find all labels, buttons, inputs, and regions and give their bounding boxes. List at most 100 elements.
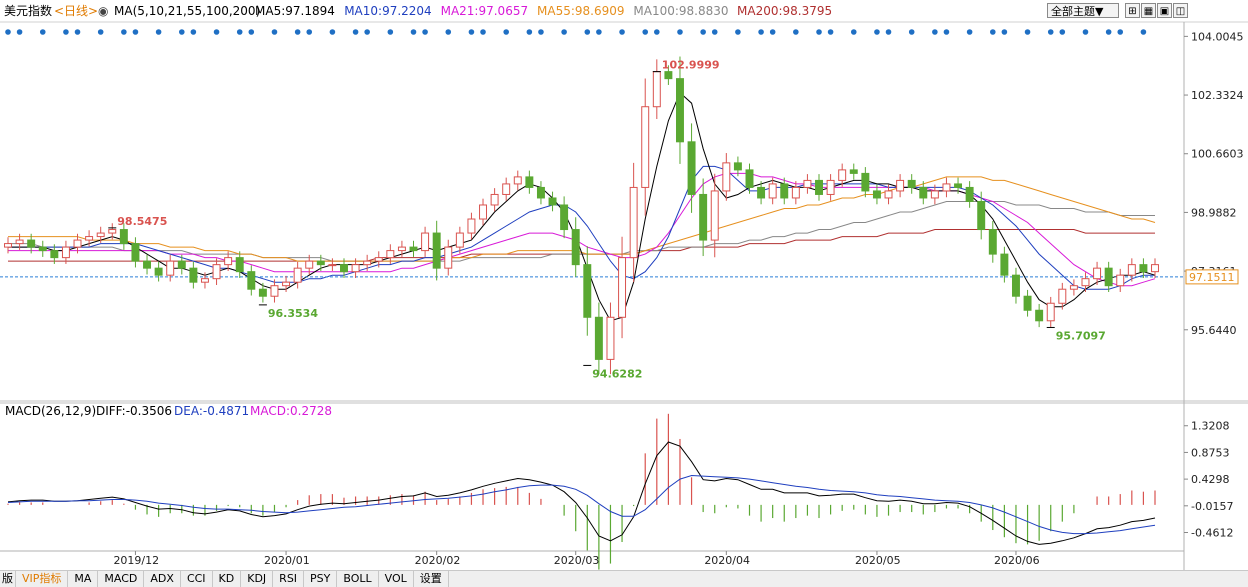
candle bbox=[200, 272, 209, 289]
tab-ma[interactable]: MA bbox=[68, 571, 99, 587]
tab-cci[interactable]: CCI bbox=[181, 571, 213, 587]
candle bbox=[722, 153, 731, 201]
candle-body bbox=[571, 229, 580, 266]
event-dot bbox=[1059, 29, 1066, 35]
event-dot bbox=[121, 29, 127, 35]
tab-adx[interactable]: ADX bbox=[144, 571, 181, 587]
candle-body bbox=[745, 169, 754, 188]
box-plus-icon[interactable]: ⊞ bbox=[1125, 3, 1140, 18]
candle-body bbox=[1104, 267, 1113, 287]
eye-icon[interactable]: ◉ bbox=[98, 4, 108, 18]
ma-legend: MA5:97.1894 MA10:97.2204 MA21:97.0657 MA55:… bbox=[255, 4, 832, 18]
layers-icon[interactable]: ◫ bbox=[1173, 3, 1188, 18]
candle bbox=[1023, 289, 1032, 317]
event-dots bbox=[5, 29, 1147, 35]
macd-diff-label: DIFF:-0.3506 bbox=[96, 404, 172, 418]
candle-body bbox=[629, 186, 638, 259]
candle bbox=[1139, 258, 1148, 278]
event-dot bbox=[387, 29, 394, 35]
candle-body bbox=[965, 186, 974, 202]
candle bbox=[212, 258, 221, 285]
ma5-line bbox=[8, 91, 1156, 322]
tab-psy[interactable]: PSY bbox=[304, 571, 338, 587]
candle bbox=[826, 174, 835, 201]
candle bbox=[154, 261, 163, 282]
event-dot bbox=[1024, 29, 1031, 35]
event-dot bbox=[97, 29, 104, 35]
event-dot bbox=[445, 29, 452, 35]
candle-body bbox=[536, 186, 545, 199]
candle bbox=[676, 56, 684, 164]
tab-kd[interactable]: KD bbox=[213, 571, 242, 587]
tab-macd[interactable]: MACD bbox=[98, 571, 145, 587]
candle-body bbox=[27, 239, 36, 248]
event-dot bbox=[63, 29, 69, 35]
candle bbox=[988, 220, 997, 263]
candle bbox=[73, 233, 82, 254]
candle-body bbox=[1058, 288, 1067, 304]
grid-icon[interactable]: ▦ bbox=[1141, 3, 1156, 18]
candle bbox=[119, 223, 128, 250]
candle bbox=[930, 184, 939, 205]
event-dot bbox=[619, 29, 625, 35]
tab-vip-indicators[interactable]: VIP指标 bbox=[16, 571, 69, 587]
tab-boll[interactable]: BOLL bbox=[337, 571, 379, 587]
theme-dropdown-button[interactable]: 全部主题▼ bbox=[1047, 3, 1119, 18]
event-dot bbox=[74, 29, 81, 35]
event-dot bbox=[422, 29, 428, 35]
period-label[interactable]: <日线> bbox=[54, 4, 98, 18]
candle bbox=[189, 261, 198, 289]
tab-settings[interactable]: 设置 bbox=[414, 571, 449, 587]
tab-kdj[interactable]: KDJ bbox=[241, 571, 274, 587]
candle bbox=[1104, 261, 1113, 293]
candle bbox=[861, 167, 870, 198]
candle bbox=[560, 196, 569, 239]
event-dot bbox=[538, 29, 544, 35]
candle-body bbox=[479, 204, 487, 220]
candle-body bbox=[583, 264, 592, 318]
event-dot bbox=[908, 29, 915, 35]
event-dot bbox=[654, 29, 660, 35]
candle-body bbox=[305, 260, 314, 269]
candle bbox=[525, 170, 534, 194]
candle-body bbox=[386, 250, 395, 259]
candle-body bbox=[1023, 295, 1032, 311]
ma-legend-item-1: MA10:97.2204 bbox=[344, 4, 432, 18]
window-icon[interactable]: ▣ bbox=[1157, 3, 1172, 18]
candle bbox=[872, 184, 881, 205]
candle-body bbox=[618, 257, 627, 318]
candle bbox=[664, 65, 673, 85]
candle bbox=[907, 174, 916, 194]
candle bbox=[884, 184, 893, 205]
candle-body bbox=[38, 246, 47, 252]
candle-body bbox=[1046, 302, 1055, 322]
price-annotations: 102.9999 98.5475 96.3534 94.6282 95.7097 bbox=[108, 59, 1106, 380]
price-tick-label-2: 100.6603 bbox=[1191, 148, 1244, 161]
candle bbox=[455, 226, 464, 254]
candle bbox=[896, 174, 905, 198]
candle-body bbox=[131, 243, 140, 262]
candle bbox=[699, 178, 708, 257]
candle bbox=[1035, 303, 1044, 328]
candle-body bbox=[710, 190, 719, 241]
candle-body bbox=[235, 257, 244, 273]
candle-body bbox=[803, 179, 812, 188]
event-dot bbox=[236, 29, 243, 35]
candle bbox=[328, 258, 337, 271]
candle-body bbox=[73, 239, 82, 248]
event-dot bbox=[816, 29, 822, 35]
event-dot bbox=[155, 29, 162, 35]
tab-vol[interactable]: VOL bbox=[379, 571, 414, 587]
candle-body bbox=[884, 190, 893, 199]
current-price-box bbox=[1185, 269, 1239, 285]
candle-body bbox=[444, 246, 453, 269]
candle-body bbox=[780, 183, 789, 199]
event-dot bbox=[410, 29, 417, 35]
candle-body bbox=[606, 316, 615, 360]
tab-edge[interactable]: 版 bbox=[0, 571, 16, 587]
event-dot bbox=[248, 29, 255, 35]
event-dot bbox=[700, 29, 706, 35]
tab-rsi[interactable]: RSI bbox=[273, 571, 305, 587]
candle bbox=[629, 162, 638, 283]
event-dot bbox=[1082, 29, 1089, 35]
